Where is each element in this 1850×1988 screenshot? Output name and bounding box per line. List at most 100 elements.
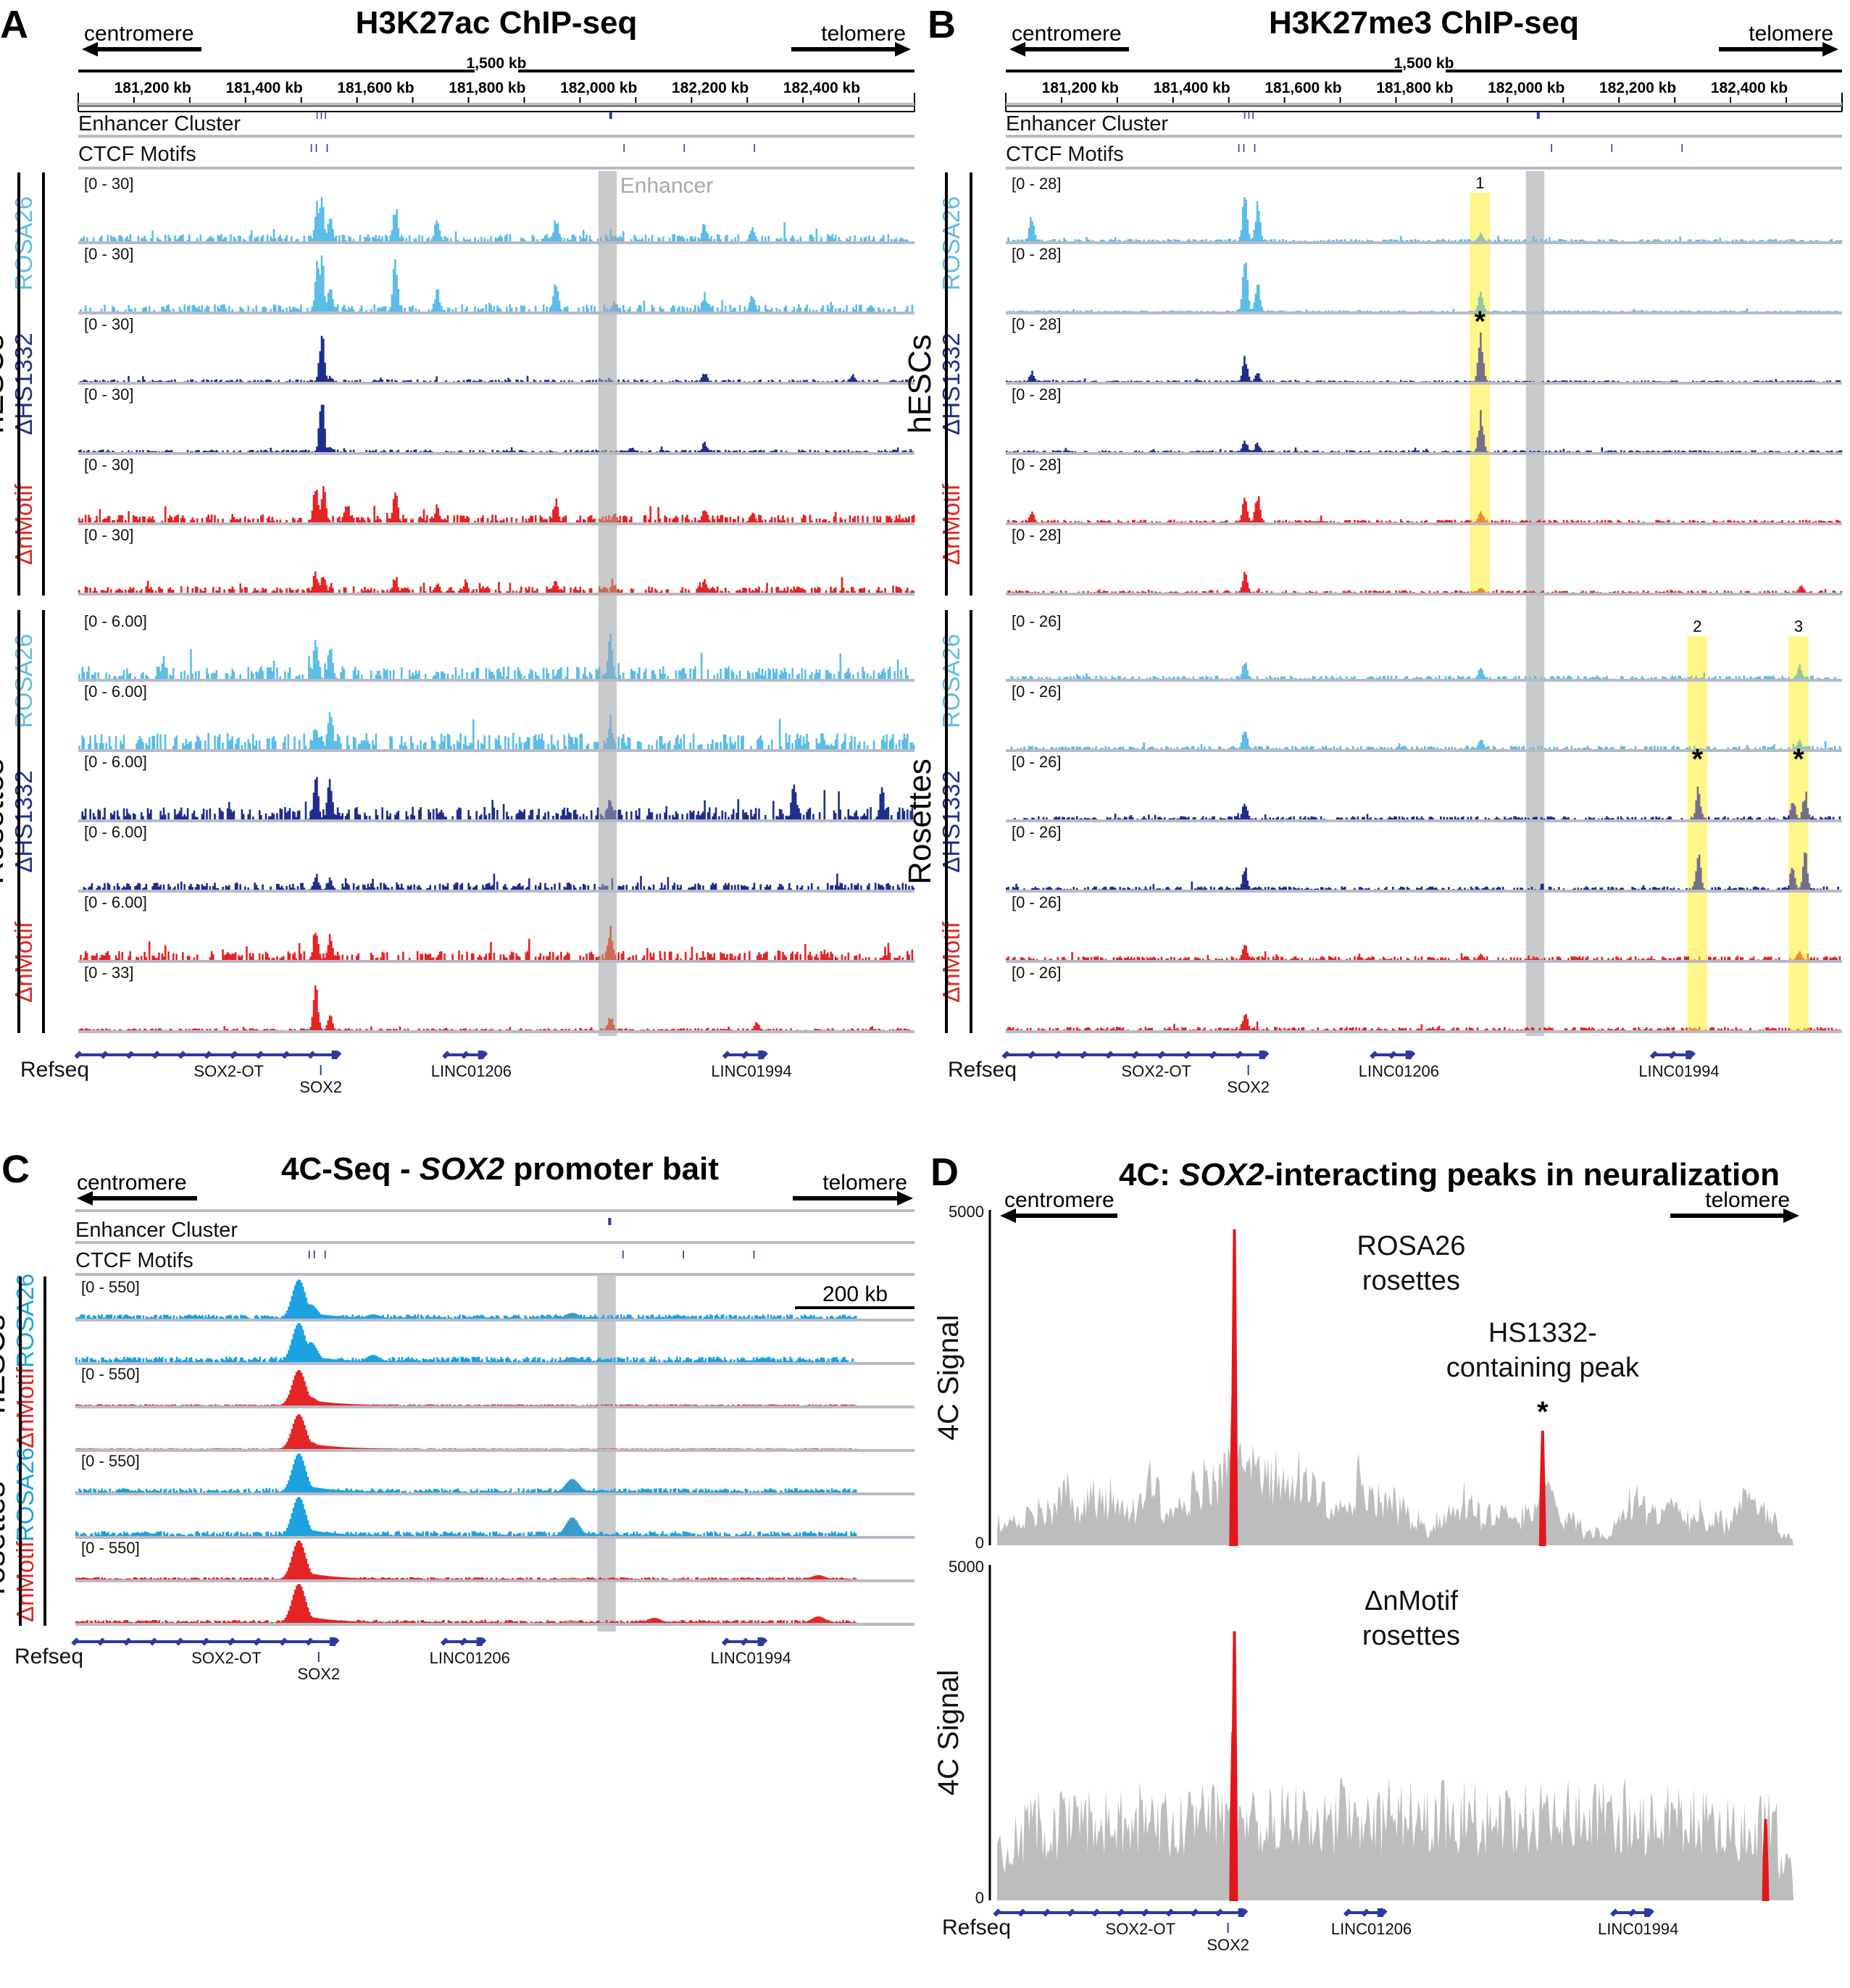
signal-bar — [327, 882, 330, 890]
signal-bar — [681, 514, 684, 522]
signal-bar — [793, 380, 796, 382]
signal-bar — [388, 816, 390, 819]
signal-bar — [804, 590, 807, 593]
signal-bar — [684, 450, 687, 452]
signal-bar — [753, 380, 756, 382]
signal-bar — [807, 886, 809, 890]
signal-bar — [737, 884, 740, 890]
signal-bar — [826, 882, 829, 890]
signal-bar — [734, 885, 736, 890]
signal-bar — [264, 1029, 267, 1030]
signal-bar — [116, 810, 119, 819]
signal-bar — [753, 299, 756, 312]
signal-bar — [839, 653, 842, 679]
signal-bar — [112, 814, 114, 819]
signal-bar — [148, 516, 151, 522]
signal-bar — [804, 743, 807, 749]
signal-bar — [126, 668, 128, 679]
signal-bar — [222, 886, 224, 890]
signal-bar — [206, 239, 208, 241]
signal-bar — [791, 668, 793, 679]
signal-bar — [311, 306, 314, 312]
signal-bar — [611, 650, 614, 679]
signal-bar — [659, 450, 662, 452]
signal-bar — [738, 590, 741, 593]
signal-bar — [564, 306, 567, 312]
signal-bar — [459, 515, 462, 522]
signal-bar — [129, 587, 132, 593]
signal-bar — [518, 670, 521, 679]
signal-bar — [453, 515, 456, 522]
signal-bar — [190, 379, 192, 382]
signal-bar — [664, 743, 666, 749]
signal-bar — [252, 309, 254, 312]
signal-bar — [260, 237, 262, 241]
signal-bar — [148, 306, 151, 312]
signal-bar — [448, 735, 451, 749]
signal-bar — [217, 888, 220, 890]
signal-bar — [700, 377, 703, 382]
signal-bar — [546, 956, 548, 960]
signal-bar — [154, 676, 157, 679]
signal-bar — [757, 309, 759, 312]
signal-bar — [584, 519, 586, 522]
signal-bar — [226, 952, 229, 960]
signal-bar — [676, 735, 679, 749]
signal-bar — [286, 307, 288, 312]
signal-bar — [587, 743, 590, 749]
signal-bar — [640, 306, 642, 312]
signal-bar — [324, 296, 326, 312]
signal-bar — [124, 816, 127, 819]
signal-bar — [560, 951, 562, 960]
signal-bar — [172, 746, 175, 749]
signal-bar — [319, 953, 322, 960]
signal-bar — [568, 882, 570, 890]
signal-bar — [322, 265, 325, 312]
signal-bar — [320, 677, 323, 679]
signal-bar — [544, 380, 546, 382]
signal-bar — [601, 380, 604, 382]
signal-bar — [120, 515, 122, 522]
signal-bar — [293, 888, 296, 890]
signal-bar — [721, 514, 724, 522]
signal-bar — [499, 235, 501, 241]
signal-bar — [292, 590, 294, 593]
signal-bar — [810, 234, 813, 241]
signal-bar — [554, 220, 556, 241]
signal-bar — [770, 380, 773, 382]
signal-bar — [502, 519, 505, 522]
signal-bar — [628, 448, 631, 452]
signal-bar — [530, 669, 532, 679]
signal-bar — [279, 887, 282, 890]
signal-bar — [566, 952, 569, 960]
signal-bar — [788, 815, 791, 819]
signal-bar — [470, 953, 473, 960]
signal-bar — [754, 588, 757, 593]
signal-bar — [550, 517, 553, 522]
signal-bar — [430, 516, 433, 522]
signal-bar — [766, 309, 768, 312]
signal-bar — [732, 451, 735, 452]
signal-bar — [878, 810, 880, 819]
signal-bar — [320, 958, 323, 960]
signal-bar — [734, 956, 736, 960]
signal-bar — [408, 235, 411, 241]
signal-bar — [708, 450, 711, 452]
signal-bar — [383, 590, 386, 593]
signal-bar — [730, 743, 733, 749]
signal-bar — [357, 517, 359, 522]
signal-bar — [560, 237, 562, 241]
signal-bar — [128, 239, 130, 241]
signal-bar — [214, 882, 216, 890]
signal-bar — [210, 237, 213, 241]
signal-bar — [758, 586, 760, 593]
signal-bar — [151, 735, 154, 749]
signal-bar — [196, 884, 199, 890]
signal-bar — [538, 885, 540, 890]
signal-bar — [798, 304, 800, 312]
signal-bar — [212, 672, 214, 679]
signal-bar — [737, 590, 740, 593]
signal-bar — [617, 737, 620, 749]
signal-bar — [84, 380, 87, 382]
signal-bar — [772, 451, 775, 452]
